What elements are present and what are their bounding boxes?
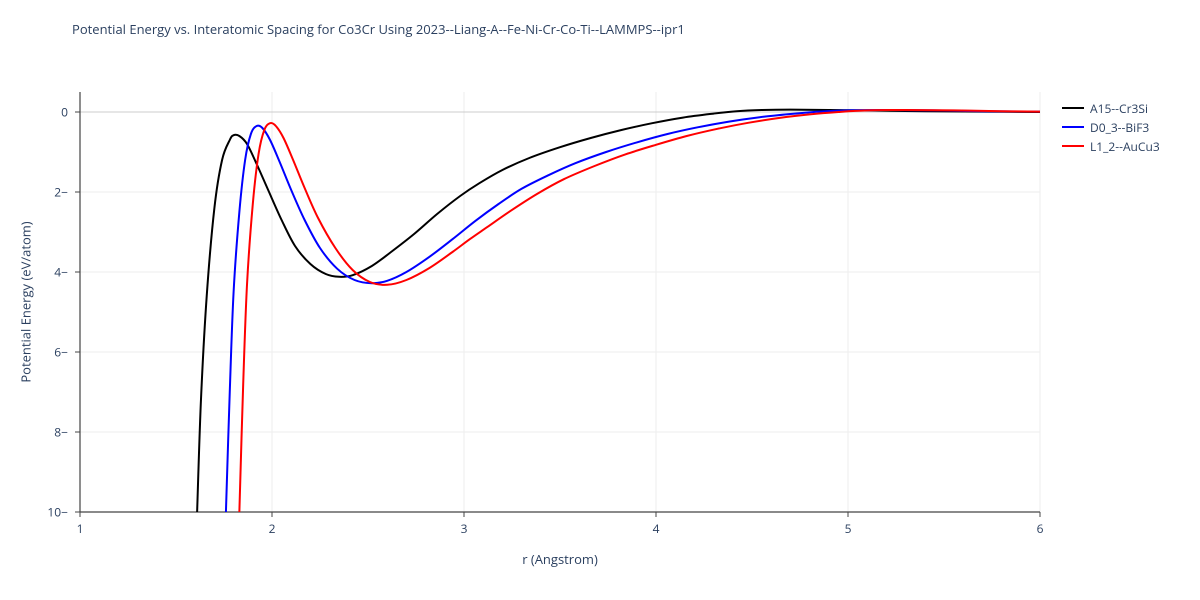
plot-area[interactable] <box>80 92 1040 512</box>
legend[interactable]: A15--Cr3Si D0_3--BiF3 L1_2--AuCu3 <box>1062 100 1160 157</box>
x-tick-label: 6 <box>1037 520 1044 537</box>
x-tick-label: 2 <box>269 520 276 537</box>
x-tick-label: 4 <box>653 520 660 537</box>
legend-swatch <box>1062 126 1084 128</box>
legend-item[interactable]: A15--Cr3Si <box>1062 100 1160 116</box>
legend-item[interactable]: L1_2--AuCu3 <box>1062 138 1160 154</box>
chart-title: Potential Energy vs. Interatomic Spacing… <box>72 20 685 38</box>
x-tick-label: 1 <box>77 520 84 537</box>
series-line-2[interactable] <box>239 110 1040 512</box>
series-line-0[interactable] <box>197 110 1040 512</box>
legend-label: D0_3--BiF3 <box>1090 119 1149 136</box>
x-tick-label: 3 <box>461 520 468 537</box>
y-axis-label: Potential Energy (eV/atom) <box>18 92 34 512</box>
legend-swatch <box>1062 145 1084 147</box>
chart-container: Potential Energy vs. Interatomic Spacing… <box>0 0 1200 600</box>
legend-swatch <box>1062 107 1084 109</box>
legend-label: L1_2--AuCu3 <box>1090 138 1160 155</box>
legend-label: A15--Cr3Si <box>1090 100 1148 117</box>
x-axis-label: r (Angstrom) <box>80 550 1040 568</box>
legend-item[interactable]: D0_3--BiF3 <box>1062 119 1160 135</box>
series-line-1[interactable] <box>226 110 1040 512</box>
x-tick-label: 5 <box>845 520 852 537</box>
